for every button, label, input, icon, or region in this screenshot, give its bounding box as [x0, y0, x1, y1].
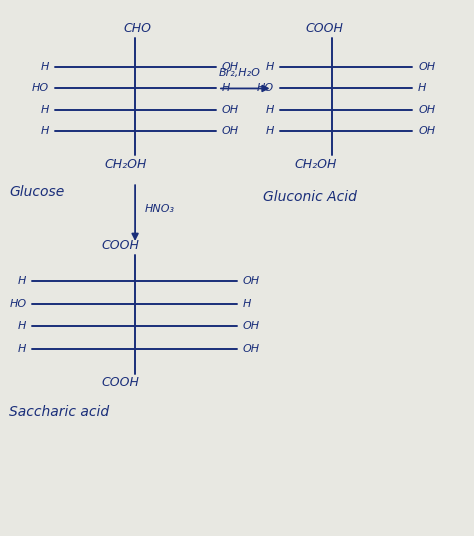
Text: OH: OH	[221, 126, 238, 136]
Text: H: H	[265, 62, 274, 72]
Text: H: H	[40, 62, 49, 72]
Text: H: H	[40, 126, 49, 136]
Text: COOH: COOH	[102, 239, 140, 252]
Text: Glucose: Glucose	[9, 185, 65, 199]
Text: HO: HO	[257, 84, 274, 93]
Text: OH: OH	[418, 62, 435, 72]
Text: HNO₃: HNO₃	[145, 204, 174, 214]
Text: Gluconic Acid: Gluconic Acid	[263, 190, 357, 204]
Text: H: H	[18, 277, 27, 286]
Text: H: H	[18, 344, 27, 354]
Text: H: H	[418, 84, 427, 93]
Text: OH: OH	[243, 277, 260, 286]
Text: H: H	[40, 105, 49, 115]
Text: OH: OH	[243, 322, 260, 331]
Text: OH: OH	[243, 344, 260, 354]
Text: OH: OH	[418, 126, 435, 136]
Text: COOH: COOH	[306, 22, 344, 35]
Text: H: H	[243, 299, 251, 309]
Text: H: H	[18, 322, 27, 331]
Text: CHO: CHO	[123, 22, 152, 35]
Text: HO: HO	[32, 84, 49, 93]
Text: OH: OH	[418, 105, 435, 115]
Text: OH: OH	[221, 62, 238, 72]
Text: HO: HO	[9, 299, 27, 309]
Text: Br₂,H₂O: Br₂,H₂O	[219, 68, 261, 78]
Text: OH: OH	[221, 105, 238, 115]
Text: CH₂OH: CH₂OH	[104, 158, 147, 171]
Text: COOH: COOH	[102, 376, 140, 389]
Text: H: H	[265, 105, 274, 115]
Text: Saccharic acid: Saccharic acid	[9, 405, 109, 419]
Text: H: H	[265, 126, 274, 136]
Text: H: H	[221, 84, 230, 93]
Text: CH₂OH: CH₂OH	[294, 158, 337, 171]
